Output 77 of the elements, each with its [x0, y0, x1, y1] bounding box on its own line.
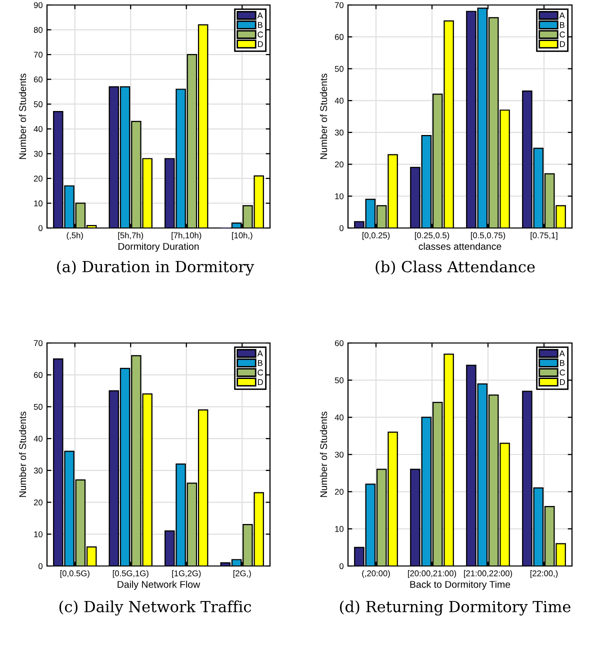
y-tick-label: 60	[34, 372, 43, 378]
legend-label: B	[560, 22, 564, 28]
x-tick-label: [10h,)	[232, 232, 252, 240]
y-tick-label: 70	[34, 52, 43, 58]
legend-label: A	[257, 350, 263, 356]
legend-label: A	[559, 12, 565, 18]
x-tick-label: [0.5G,1G)	[112, 570, 148, 578]
y-tick-label: 50	[34, 404, 43, 410]
legend-label: B	[560, 360, 564, 366]
legend-label: B	[258, 360, 262, 366]
y-tick-label: 0	[38, 225, 43, 232]
y-tick-label: 20	[334, 161, 344, 168]
x-axis-title: Back to Dormitory Time	[410, 580, 510, 590]
x-tick-label: (,5h)	[66, 232, 83, 240]
x-axis-title: classes attendance	[418, 242, 502, 250]
y-axis-title: Number of Students	[18, 412, 26, 497]
y-tick-label: 60	[334, 340, 344, 346]
y-tick-label: 80	[34, 26, 43, 33]
legend-label: D	[258, 41, 263, 47]
y-tick-label: 10	[335, 526, 344, 532]
y-axis-title: Number of Students	[18, 74, 26, 159]
legend-label: D	[560, 379, 565, 385]
x-tick-label: [0,0.5G)	[60, 570, 90, 578]
y-tick-label: 50	[334, 66, 344, 72]
x-tick-label: [0.25,0.5)	[414, 232, 450, 240]
y-tick-label: 0	[340, 225, 344, 232]
x-tick-label: [2G,)	[233, 570, 251, 578]
y-tick-label: 40	[34, 436, 43, 442]
legend-label: C	[258, 32, 264, 38]
x-tick-label: [0.75,1]	[530, 232, 558, 240]
x-axis-title: Dormitory Duration	[118, 242, 199, 252]
y-tick-label: 40	[334, 98, 344, 104]
y-tick-label: 20	[34, 499, 43, 506]
legend-label: A	[559, 350, 565, 356]
y-tick-label: 90	[34, 2, 43, 8]
legend-label: A	[257, 12, 263, 18]
y-tick-label: 30	[34, 468, 43, 474]
y-tick-label: 10	[34, 531, 43, 538]
y-tick-label: 10	[335, 193, 344, 200]
y-tick-label: 70	[334, 2, 344, 8]
y-tick-label: 40	[34, 126, 43, 132]
y-tick-label: 20	[334, 488, 344, 495]
legend-label: C	[560, 32, 566, 38]
legend-label: C	[560, 370, 566, 376]
y-tick-label: 60	[334, 34, 344, 40]
x-axis-title: Daily Network Flow	[118, 580, 200, 590]
text: (d) Returning Dormitory Time	[340, 600, 570, 616]
text: (c) Daily Network Traffic	[59, 600, 252, 616]
y-tick-label: 10	[34, 200, 43, 206]
y-tick-label: 30	[334, 452, 344, 458]
y-tick-label: 40	[334, 414, 344, 420]
y-tick-label: 0	[340, 563, 344, 570]
legend-label: C	[258, 370, 264, 376]
y-tick-label: 50	[34, 101, 43, 108]
x-tick-label: [0.5,0.75)	[470, 232, 506, 240]
y-tick-label: 0	[38, 563, 43, 570]
y-tick-label: 30	[34, 150, 43, 157]
legend-label: D	[560, 41, 565, 47]
legend-label: D	[258, 379, 263, 385]
x-tick-label: (,20:00)	[362, 570, 390, 578]
x-tick-label: [22:00,)	[530, 570, 558, 578]
x-tick-label: [1G,2G)	[172, 570, 201, 578]
text: (a) Duration in Dormitory	[57, 260, 254, 276]
y-tick-label: 50	[334, 377, 344, 384]
y-tick-label: 20	[34, 176, 43, 182]
text: (b) Class Attendance	[376, 260, 535, 275]
x-tick-label: [20:00,21:00)	[408, 570, 456, 578]
x-tick-label: [0,0.25)	[362, 232, 390, 240]
y-tick-label: 70	[34, 340, 43, 346]
y-axis-title: Number of Students	[320, 412, 328, 497]
x-tick-label: [7h,10h)	[172, 232, 202, 240]
legend-label: B	[258, 22, 262, 28]
x-tick-label: [21:00,22:00)	[464, 570, 512, 578]
y-tick-label: 30	[334, 130, 344, 136]
x-tick-label: [5h,7h)	[118, 232, 144, 240]
y-tick-label: 60	[34, 76, 43, 82]
y-axis-title: Number of Students	[320, 74, 328, 159]
